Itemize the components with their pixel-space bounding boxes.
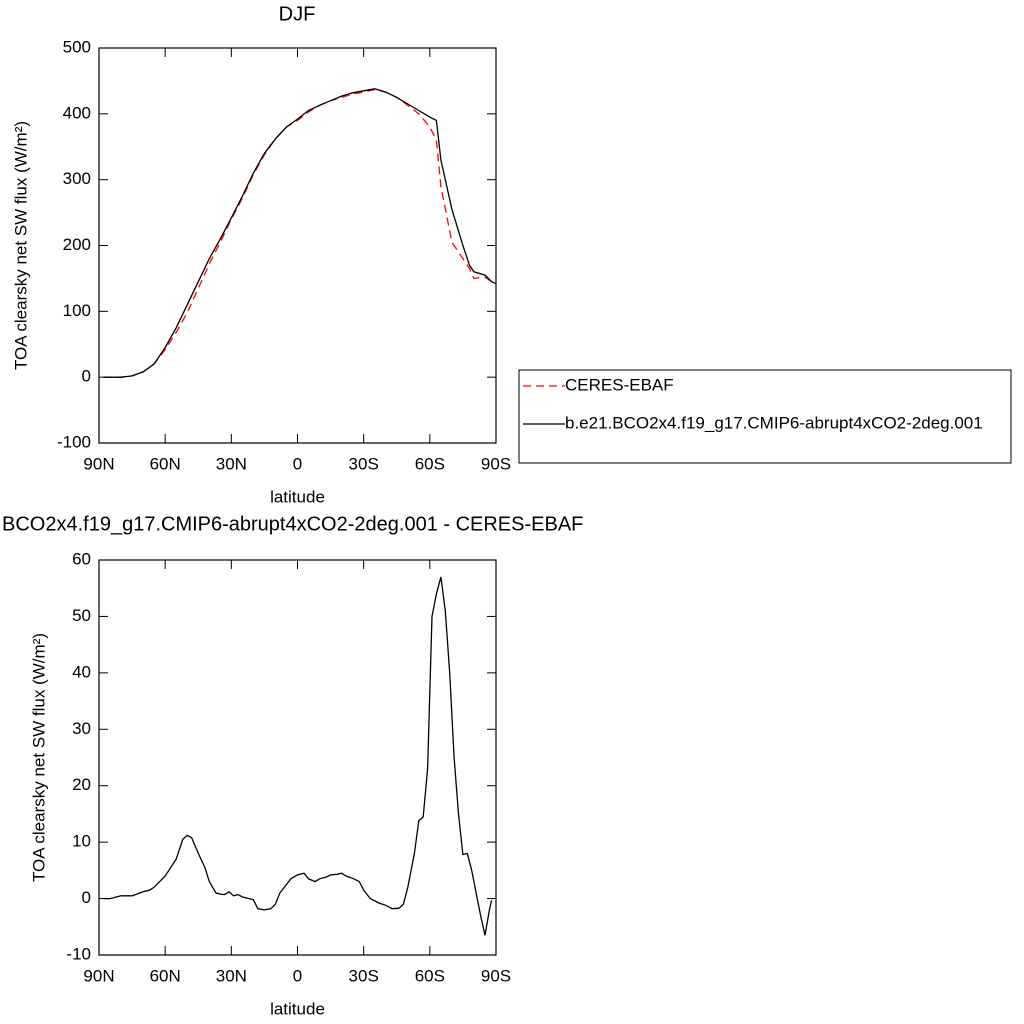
x-tick-label: 60N: [150, 966, 181, 985]
plot-frame: [98, 47, 497, 444]
y-tick-label: 200: [63, 235, 91, 254]
x-tick-label: 0: [293, 454, 302, 473]
y-tick-label: 400: [63, 103, 91, 122]
y-tick-label: 40: [72, 662, 91, 681]
legend-label: b.e21.BCO2x4.f19_g17.CMIP6-abrupt4xCO2-2…: [565, 413, 983, 432]
y-tick-label: 100: [63, 301, 91, 320]
x-tick-label: 90N: [83, 966, 114, 985]
data-line: [103, 88, 497, 378]
y-tick-label: -10: [66, 944, 91, 963]
y-tick-label: 0: [82, 888, 91, 907]
x-tick-label: 60S: [415, 454, 445, 473]
data-line: [103, 576, 493, 936]
plot-frame: [98, 559, 497, 956]
x-tick-label: 30S: [349, 454, 379, 473]
chart-title: BCO2x4.f19_g17.CMIP6-abrupt4xCO2-2deg.00…: [2, 513, 583, 535]
y-tick-label: 500: [63, 37, 91, 56]
y-tick-label: 30: [72, 719, 91, 738]
y-axis-label: TOA clearsky net SW flux (W/m²): [11, 121, 30, 370]
y-tick-label: 50: [72, 606, 91, 625]
legend-box: [518, 369, 1012, 464]
chart-title: DJF: [279, 3, 316, 25]
x-tick-label: 90N: [83, 454, 114, 473]
data-line: [103, 88, 497, 378]
y-tick-label: 0: [82, 367, 91, 386]
x-tick-label: 30S: [349, 966, 379, 985]
x-tick-label: 90S: [481, 454, 511, 473]
y-tick-label: 20: [72, 775, 91, 794]
legend-label: CERES-EBAF: [565, 375, 674, 394]
y-axis-label: TOA clearsky net SW flux (W/m²): [29, 633, 48, 882]
x-tick-label: 60N: [150, 454, 181, 473]
x-tick-label: 30N: [216, 454, 247, 473]
x-tick-label: 90S: [481, 966, 511, 985]
y-tick-label: 60: [72, 549, 91, 568]
x-tick-label: 30N: [216, 966, 247, 985]
y-tick-label: 10: [72, 832, 91, 851]
x-tick-label: 0: [293, 966, 302, 985]
x-axis-label: latitude: [270, 999, 325, 1018]
y-tick-label: -100: [57, 432, 91, 451]
y-tick-label: 300: [63, 169, 91, 188]
x-tick-label: 60S: [415, 966, 445, 985]
x-axis-label: latitude: [270, 487, 325, 506]
